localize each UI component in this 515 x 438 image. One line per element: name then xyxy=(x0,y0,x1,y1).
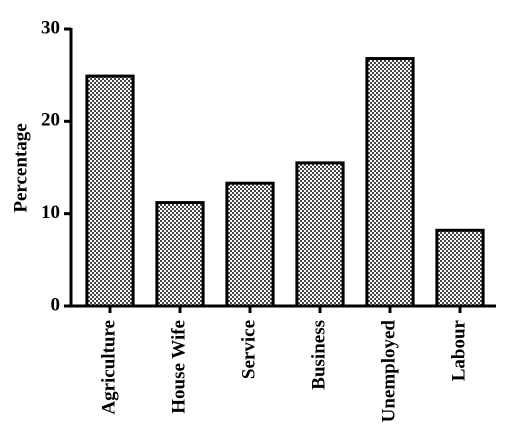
x-tick-label: Agriculture xyxy=(98,320,119,415)
bar xyxy=(365,57,415,308)
x-tick-label: Business xyxy=(308,320,329,390)
bar xyxy=(85,74,135,308)
y-tick-label: 20 xyxy=(41,110,60,131)
x-tick-label: Labour xyxy=(448,319,469,381)
bar xyxy=(155,201,205,308)
y-tick-label: 0 xyxy=(51,294,61,315)
bar xyxy=(295,161,345,308)
x-tick-label: Unemployed xyxy=(378,320,399,423)
bar xyxy=(225,181,275,308)
y-tick-label: 30 xyxy=(41,17,60,38)
x-tick-label: House Wife xyxy=(168,320,189,414)
x-tick-label: Service xyxy=(238,320,259,379)
bar xyxy=(435,228,485,308)
y-tick-label: 10 xyxy=(41,202,60,223)
y-axis-label: Percentage xyxy=(10,123,31,212)
